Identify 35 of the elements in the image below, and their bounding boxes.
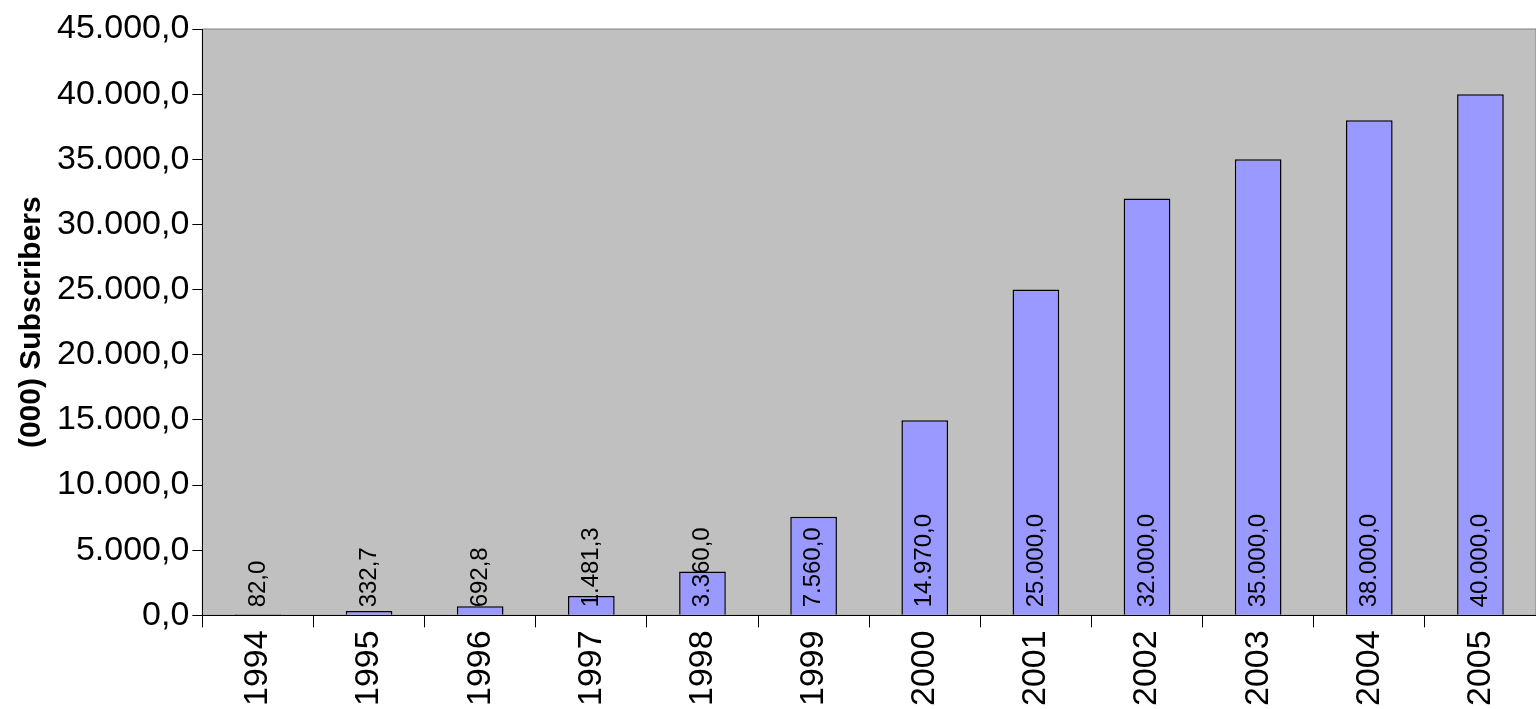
y-tick-label: 35.000,0 bbox=[56, 137, 190, 176]
y-tick-label: 20.000,0 bbox=[56, 333, 190, 372]
x-tick-label: 1994 bbox=[236, 630, 275, 706]
x-tick-label: 2000 bbox=[903, 630, 942, 706]
data-label: 3.360,0 bbox=[687, 527, 715, 608]
data-label: 7.560,0 bbox=[798, 527, 826, 608]
y-tick-label: 25.000,0 bbox=[56, 267, 190, 306]
x-tick-label: 2004 bbox=[1347, 630, 1386, 706]
data-label: 40.000,0 bbox=[1465, 513, 1493, 608]
y-tick-label: 15.000,0 bbox=[56, 398, 190, 437]
data-label: 1.481,3 bbox=[575, 527, 603, 608]
x-tick-label: 1997 bbox=[569, 630, 608, 706]
x-tick-label: 1998 bbox=[680, 630, 719, 706]
x-tick-label: 2003 bbox=[1236, 630, 1275, 706]
data-label: 332,7 bbox=[353, 547, 381, 608]
y-tick-label: 10.000,0 bbox=[56, 463, 190, 502]
y-tick-label: 45.000,0 bbox=[56, 7, 190, 46]
x-tick-label: 1995 bbox=[347, 630, 386, 706]
x-tick-label: 1996 bbox=[458, 630, 497, 706]
data-label: 14.970,0 bbox=[909, 513, 937, 608]
data-label: 25.000,0 bbox=[1020, 513, 1048, 608]
x-tick-label: 2001 bbox=[1014, 630, 1053, 706]
data-label: 692,8 bbox=[464, 547, 492, 608]
y-tick-label: 5.000,0 bbox=[75, 528, 190, 567]
x-tick-label: 2005 bbox=[1458, 630, 1497, 706]
y-axis-title: (000) Subscribers bbox=[13, 196, 47, 449]
y-tick-label: 40.000,0 bbox=[56, 72, 190, 111]
data-label: 82,0 bbox=[242, 560, 270, 608]
y-tick-label: 30.000,0 bbox=[56, 202, 190, 241]
data-label: 38.000,0 bbox=[1353, 513, 1381, 608]
data-label: 32.000,0 bbox=[1131, 513, 1159, 608]
x-tick-label: 1999 bbox=[791, 630, 830, 706]
y-tick-label: 0,0 bbox=[142, 593, 190, 632]
x-tick-label: 2002 bbox=[1125, 630, 1164, 706]
data-label: 35.000,0 bbox=[1242, 513, 1270, 608]
